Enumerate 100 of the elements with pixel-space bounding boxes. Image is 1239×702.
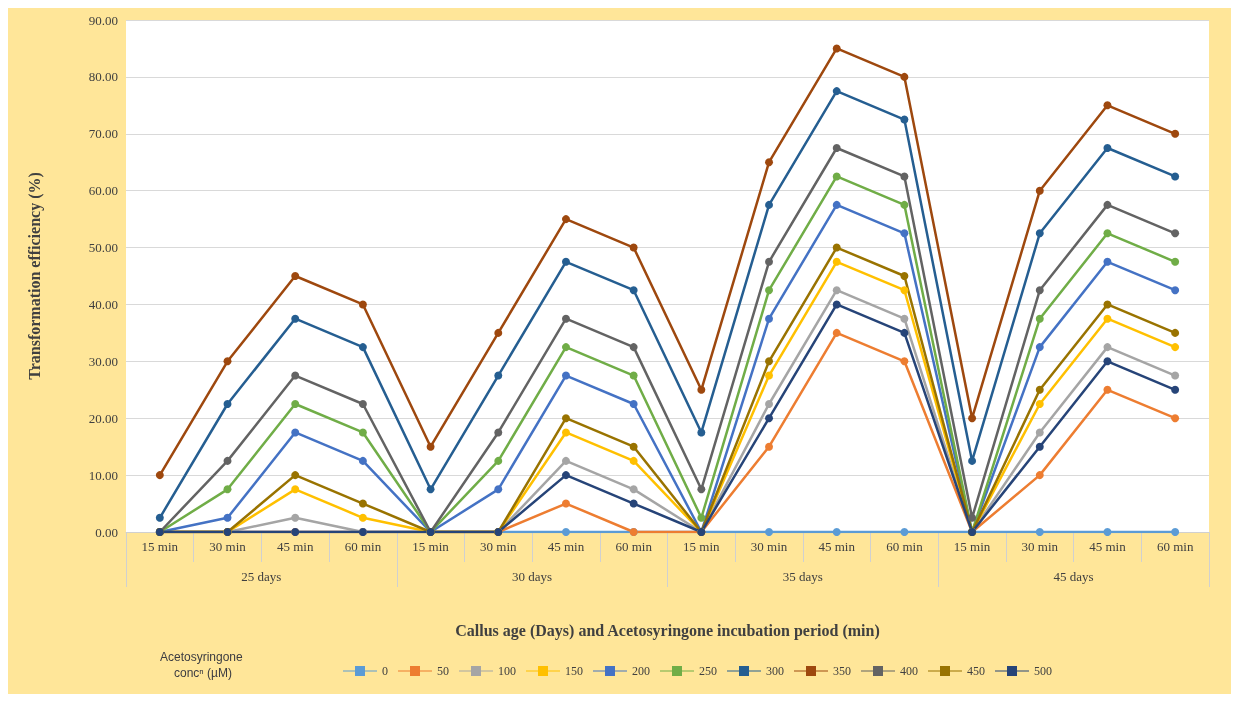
point [629, 343, 638, 352]
x-tick-label: 30 min [750, 539, 788, 554]
point [900, 286, 909, 295]
point [1035, 471, 1044, 480]
legend-label: 450 [967, 664, 985, 678]
point [1171, 257, 1180, 266]
point [968, 513, 977, 522]
point [900, 314, 909, 323]
point [629, 243, 638, 252]
point [765, 528, 774, 536]
point [832, 257, 841, 266]
point [900, 172, 909, 181]
point [291, 314, 300, 323]
point [765, 371, 774, 380]
point [900, 357, 909, 366]
point [494, 456, 503, 465]
x-tick-label: 60 min [344, 539, 382, 554]
point [291, 485, 300, 494]
point [1103, 528, 1112, 536]
point [561, 499, 570, 508]
point [358, 499, 367, 508]
x-tick-label: 60 min [886, 539, 924, 554]
point [1103, 300, 1112, 309]
point [900, 229, 909, 238]
point [291, 513, 300, 522]
x-tick-label: 60 min [1156, 539, 1194, 554]
point [629, 499, 638, 508]
x-tick-label: 30 min [209, 539, 247, 554]
point [832, 44, 841, 53]
legend-label: 100 [498, 664, 516, 678]
point [900, 72, 909, 81]
x-tick-label: 45 min [547, 539, 585, 554]
point [358, 428, 367, 437]
point [358, 300, 367, 309]
x-tick-label: 30 min [1021, 539, 1059, 554]
x-tick-label: 45 min [1089, 539, 1127, 554]
y-tick-label: 10.00 [88, 467, 118, 483]
point [494, 371, 503, 380]
point [223, 513, 232, 522]
point [1171, 414, 1180, 423]
y-tick-label: 80.00 [88, 69, 118, 85]
x-tick-label: 15 min [412, 539, 450, 554]
point [832, 528, 841, 536]
legend-label: 350 [833, 664, 851, 678]
point [561, 314, 570, 323]
point [1103, 144, 1112, 152]
point [1171, 129, 1180, 138]
point [765, 357, 774, 366]
point [358, 456, 367, 465]
point [1171, 528, 1180, 536]
point [1103, 200, 1112, 209]
point [291, 272, 300, 280]
text: 25 days [241, 569, 282, 584]
y-axis-title: Transformation efficiency (%) [25, 172, 44, 380]
x-tick-label: 30 min [480, 539, 518, 554]
text: 35 days [782, 569, 823, 584]
point [900, 200, 909, 209]
legend-label: 0 [382, 664, 388, 678]
point [494, 328, 503, 337]
point [291, 428, 300, 437]
point [561, 371, 570, 380]
x-tick-label: 15 min [683, 539, 721, 554]
legend-label: 250 [699, 664, 717, 678]
point [765, 414, 774, 423]
point [1035, 286, 1044, 295]
point [1035, 186, 1044, 195]
point [629, 371, 638, 380]
point [1035, 442, 1044, 451]
y-tick-label: 20.00 [88, 410, 118, 426]
point [629, 456, 638, 465]
point [832, 286, 841, 295]
point [561, 471, 570, 480]
point [629, 286, 638, 295]
point [223, 400, 232, 408]
point [561, 343, 570, 352]
point [968, 414, 977, 423]
legend-label: 200 [632, 664, 650, 678]
point [223, 456, 232, 465]
point [155, 513, 164, 522]
point [291, 471, 300, 480]
point [1035, 428, 1044, 437]
y-tick-label: 40.00 [88, 296, 118, 312]
point [1171, 385, 1180, 394]
point [561, 456, 570, 465]
point [1171, 328, 1180, 337]
point [561, 257, 570, 266]
point [1103, 229, 1112, 238]
x-tick-label: 45 min [818, 539, 856, 554]
y-tick-label: 70.00 [88, 126, 118, 142]
point [697, 513, 706, 522]
point [1103, 101, 1112, 110]
point [494, 485, 503, 494]
point [426, 485, 435, 494]
point [1035, 229, 1044, 238]
point [358, 400, 367, 408]
y-tick-label: 60.00 [88, 183, 118, 199]
x-axis-title: Callus age (Days) and Acetosyringone incubation period (min) [455, 621, 880, 640]
y-tick-label: 50.00 [88, 240, 118, 256]
point [358, 513, 367, 522]
y-tick-label: 30.00 [88, 353, 118, 369]
